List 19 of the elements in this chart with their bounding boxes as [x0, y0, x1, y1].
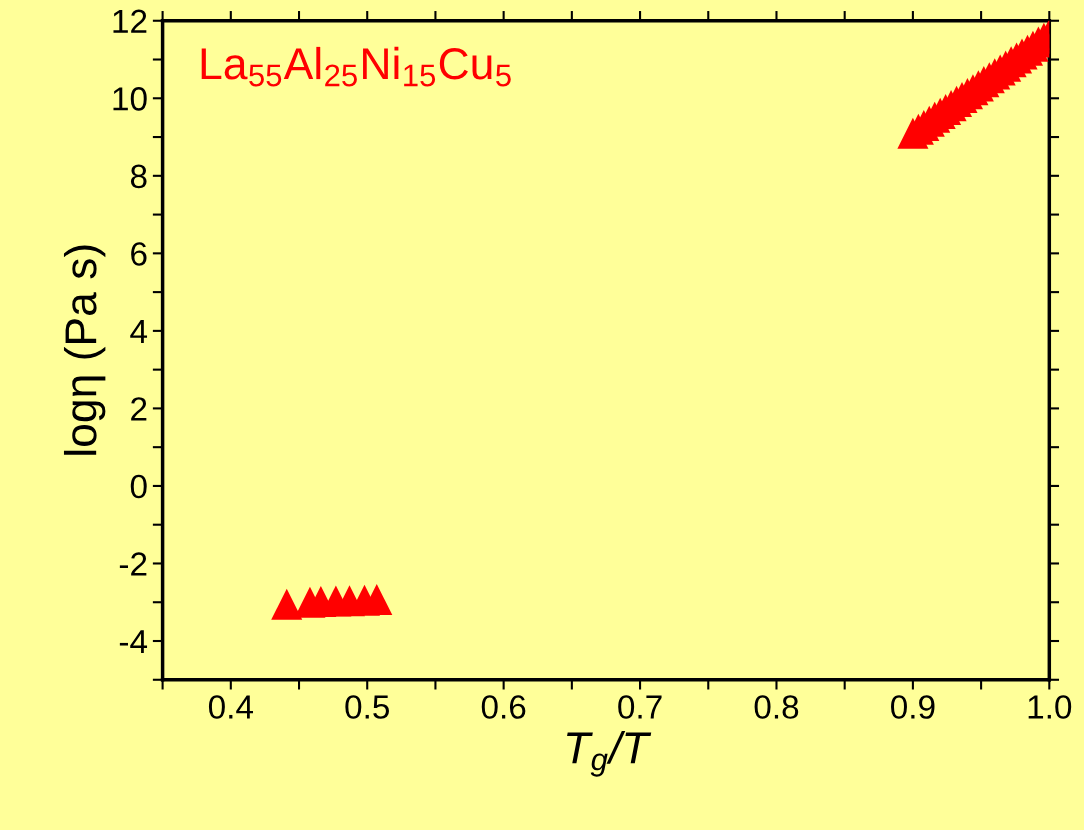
y-tick-label: 4 [130, 320, 148, 343]
x-tick-label: 0.7 [618, 695, 662, 719]
x-tick-label: 0.5 [345, 695, 389, 719]
y-axis-title: logη (Pa s) [63, 245, 106, 455]
x-tick-label: 0.9 [891, 695, 935, 719]
y-tick-label: 2 [131, 397, 147, 421]
x-tick-label: 1.0 [1028, 695, 1072, 719]
y-tick-label: -4 [119, 630, 148, 654]
y-tick-label: -2 [119, 552, 147, 576]
y-tick-label: 12 [113, 9, 147, 33]
x-tick-label: 0.4 [208, 695, 253, 719]
x-tick-label: 0.8 [754, 695, 799, 719]
y-tick-label: 8 [130, 164, 147, 189]
y-tick-label: 0 [130, 474, 147, 499]
x-axis-title: T$_{g}$/T [567, 730, 652, 777]
annotation: La$_{55}$Al$_{25}$Ni$_{15}$Cu$_{5}$ [201, 46, 511, 87]
y-tick-label: 10 [113, 87, 147, 111]
x-tick-label: 0.6 [481, 695, 526, 719]
y-tick-label: 6 [131, 242, 147, 266]
